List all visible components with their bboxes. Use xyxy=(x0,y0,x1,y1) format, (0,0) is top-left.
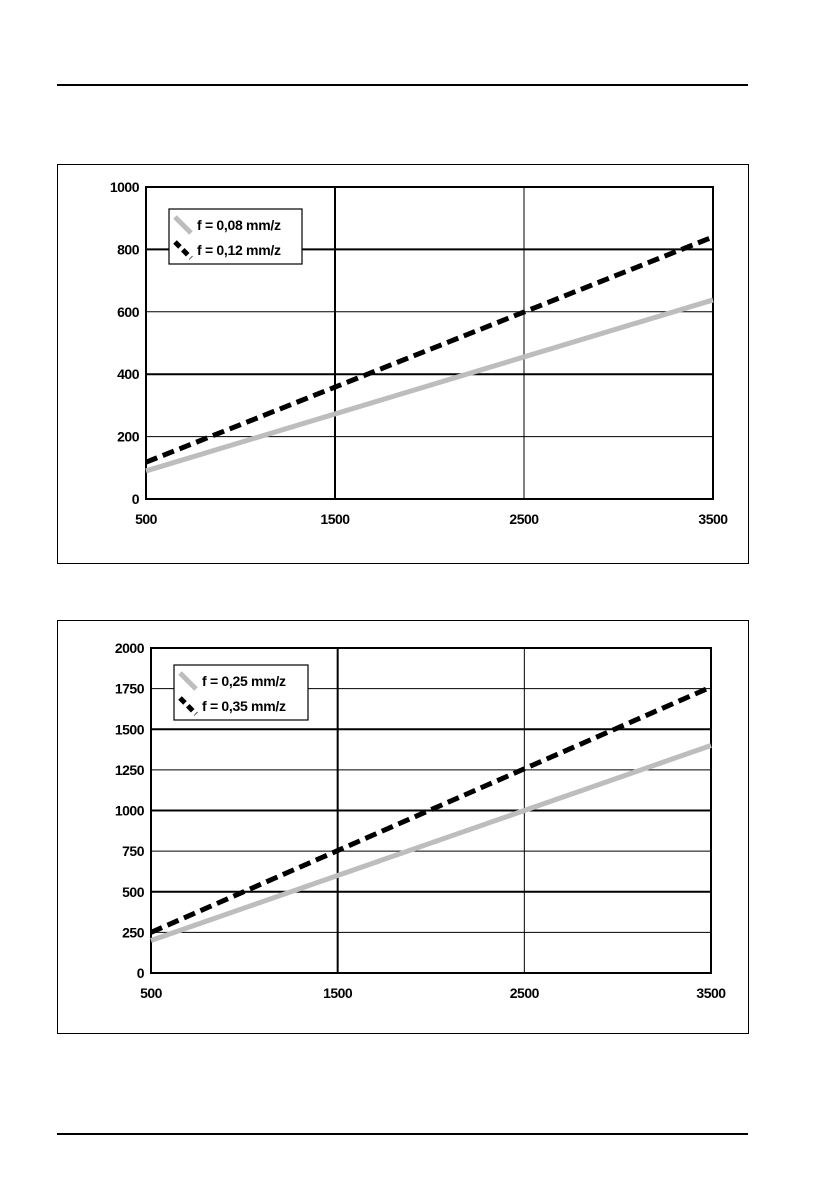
legend-swatch xyxy=(178,671,198,691)
y-tick-label: 200 xyxy=(117,429,140,445)
legend-label: f = 0,12 mm/z xyxy=(197,242,281,258)
footer-rule xyxy=(57,1133,748,1135)
legend-label: f = 0,35 mm/z xyxy=(202,698,286,714)
x-tick-label: 3500 xyxy=(696,985,726,1001)
series-line-dashed xyxy=(145,234,714,465)
y-tick-label: 500 xyxy=(122,884,145,900)
y-tick-label: 1250 xyxy=(115,762,145,778)
legend-label: f = 0,08 mm/z xyxy=(197,217,281,233)
legend-box xyxy=(173,664,309,721)
legend-swatch xyxy=(178,696,198,716)
legend-swatch xyxy=(173,215,193,235)
y-tick-label: 2000 xyxy=(115,640,145,656)
x-tick-label: 1500 xyxy=(320,511,350,527)
legend-label: f = 0,25 mm/z xyxy=(202,673,286,689)
y-tick-label: 600 xyxy=(117,304,140,320)
y-tick-label: 1000 xyxy=(115,803,145,819)
y-tick-label: 1000 xyxy=(110,179,140,195)
y-tick-label: 250 xyxy=(122,924,145,940)
x-tick-label: 3500 xyxy=(698,511,728,527)
chart-panel-2: 0 250 500 750 1000 1250 1500 1750 2000 500 1500 250… xyxy=(57,620,749,1034)
x-tick-label: 500 xyxy=(140,985,163,1001)
y-tick-label: 1750 xyxy=(115,681,145,697)
y-tick-label: 750 xyxy=(122,843,145,859)
x-tick-label: 2500 xyxy=(510,985,540,1001)
chart-1: 0 200 400 600 800 1000 500 1500 2500 3500 f = 0,08… xyxy=(110,179,729,527)
y-tick-label: 400 xyxy=(117,366,140,382)
series-line-solid xyxy=(145,297,714,474)
y-tick-label: 1500 xyxy=(115,721,145,737)
y-tick-label: 0 xyxy=(132,491,140,507)
x-tick-label: 500 xyxy=(135,511,158,527)
plot-area-border xyxy=(145,186,714,500)
header-rule xyxy=(57,84,748,86)
legend-box xyxy=(168,208,303,265)
chart-panel-1: 0 200 400 600 800 1000 500 1500 2500 3500 f = 0,08… xyxy=(57,164,749,564)
y-tick-label: 0 xyxy=(137,965,145,981)
legend-swatch xyxy=(173,240,193,260)
x-tick-label: 1500 xyxy=(323,985,353,1001)
series-line-solid xyxy=(150,743,712,943)
plot-area-border xyxy=(150,647,712,974)
chart-2: 0 250 500 750 1000 1250 1500 1750 2000 500 1500 250… xyxy=(115,640,727,1001)
x-tick-label: 2500 xyxy=(509,511,539,527)
series-line-dashed xyxy=(149,684,713,935)
y-tick-label: 800 xyxy=(117,241,140,257)
